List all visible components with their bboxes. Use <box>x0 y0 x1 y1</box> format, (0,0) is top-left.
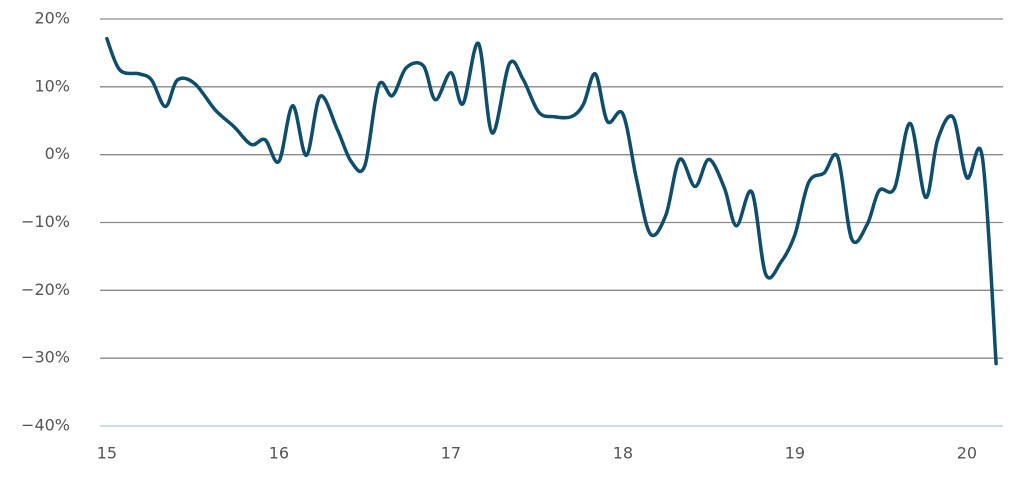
line <box>105 36 998 366</box>
x-tick-label: 19 <box>785 444 805 463</box>
y-tick-label: −10% <box>21 212 70 231</box>
x-tick-label: 20 <box>957 444 977 463</box>
y-tick-label: 20% <box>34 9 70 28</box>
x-tick-label: 17 <box>441 444 461 463</box>
x-tick-label: 15 <box>97 444 117 463</box>
y-tick-label: −40% <box>21 416 70 435</box>
y-tick-label: 0% <box>45 144 70 163</box>
y-tick-label: −30% <box>21 348 70 367</box>
y-tick-label: −20% <box>21 280 70 299</box>
x-tick-label: 18 <box>613 444 633 463</box>
x-tick-label: 16 <box>269 444 289 463</box>
y-tick-label: 10% <box>34 76 70 95</box>
